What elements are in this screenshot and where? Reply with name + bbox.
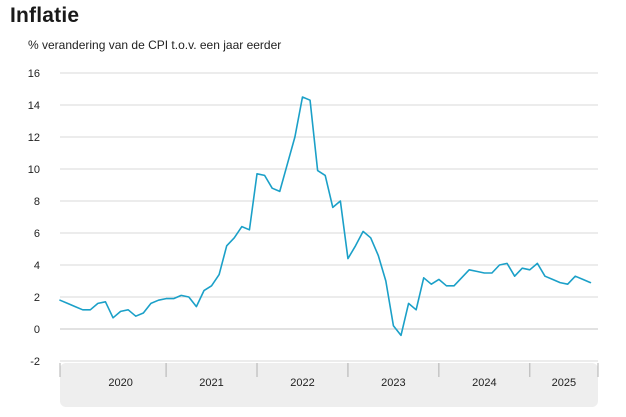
y-tick-label: 12 [28, 132, 40, 144]
x-axis-band [59, 363, 599, 407]
series-line-cpi [59, 96, 592, 337]
chart-subtitle: % verandering van de CPI t.o.v. een jaar… [28, 38, 282, 52]
y-tick-label: 2 [34, 292, 40, 304]
series-group [59, 96, 592, 337]
x-year-label: 2023 [381, 377, 405, 389]
x-year-label: 2021 [199, 377, 223, 389]
x-year-label: 2025 [552, 377, 576, 389]
y-tick-label: 14 [28, 100, 40, 112]
y-tick-label: 16 [28, 68, 40, 80]
y-tick-label: 8 [34, 196, 40, 208]
x-year-label: 2022 [290, 377, 314, 389]
y-tick-label: 6 [34, 228, 40, 240]
y-tick-label: 10 [28, 164, 40, 176]
x-year-label: 2020 [108, 377, 132, 389]
x-year-label: 2024 [472, 377, 496, 389]
chart-title: Inflatie [10, 4, 80, 27]
x-axis-labels: 2020 2021 2022 2023 2024 2025 [108, 377, 576, 389]
y-tick-label: -2 [30, 356, 40, 368]
gridlines [60, 72, 598, 362]
y-tick-label: 0 [34, 324, 40, 336]
x-axis-band-bg [60, 363, 598, 407]
y-tick-label: 4 [34, 260, 40, 272]
y-axis: -2 0 2 4 6 8 10 12 14 16 [28, 68, 40, 368]
